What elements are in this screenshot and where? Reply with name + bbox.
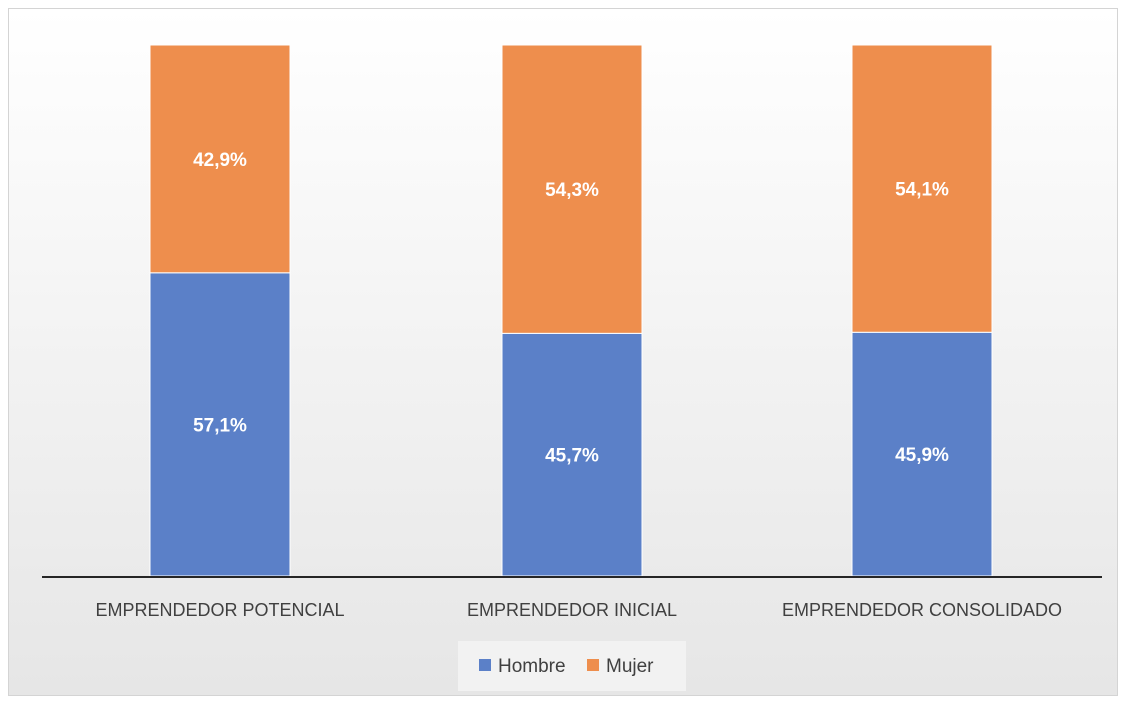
category-labels: EMPRENDEDOR POTENCIAL EMPRENDEDOR INICIAL… [95,600,1062,620]
bar-mujer-1 [149,44,291,274]
legend-box [458,641,686,691]
data-label-hombre-1: 57,1% [193,415,247,436]
data-label-mujer-3: 54,1% [895,180,949,201]
legend: Hombre Mujer [479,656,654,677]
bars-layer: 57,1% 42,9% 45,7% 54,3% 45,9% 54,1% [149,44,993,577]
data-label-hombre-3: 45,9% [895,445,949,466]
legend-swatch-hombre [479,659,491,671]
data-label-mujer-1: 42,9% [193,150,247,171]
bar-hombre-1 [149,272,291,577]
category-label-3: EMPRENDEDOR CONSOLIDADO [782,600,1062,620]
legend-label-hombre: Hombre [498,656,566,677]
bar-hombre-2 [501,332,643,577]
legend-label-mujer: Mujer [606,656,654,677]
category-label-1: EMPRENDEDOR POTENCIAL [95,600,344,620]
bar-mujer-2 [501,44,643,334]
chart-frame: 57,1% 42,9% 45,7% 54,3% 45,9% 54,1% EMPRENDED… [8,8,1118,696]
legend-swatch-mujer [587,659,599,671]
data-label-hombre-2: 45,7% [545,446,599,467]
data-label-mujer-2: 54,3% [545,180,599,201]
category-label-2: EMPRENDEDOR INICIAL [467,600,677,620]
bar-mujer-3 [851,44,993,333]
stacked-bar-chart: 57,1% 42,9% 45,7% 54,3% 45,9% 54,1% EMPRENDED… [9,9,1117,695]
